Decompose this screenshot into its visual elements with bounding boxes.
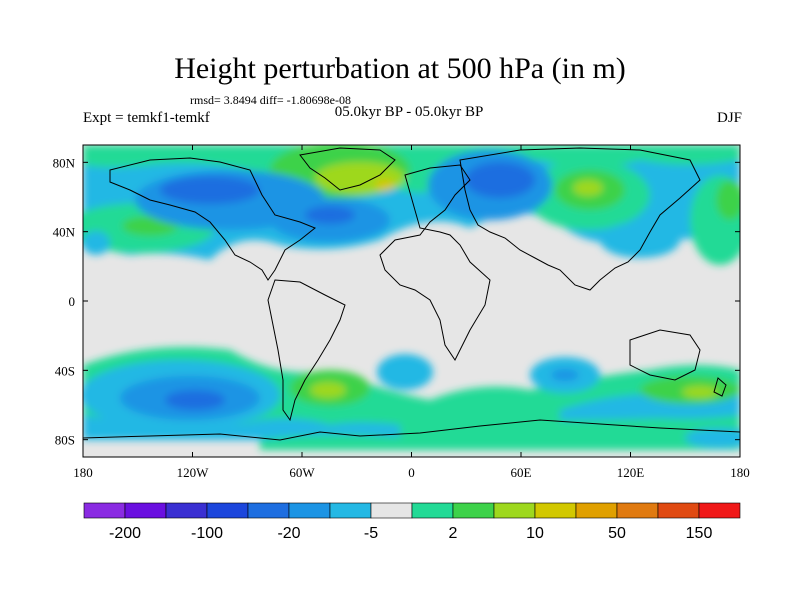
season-label: DJF xyxy=(716,110,742,126)
contour-blob xyxy=(375,179,395,191)
contour-blob xyxy=(165,390,225,410)
map-plot-area: 80N 40N 0 40S 80S 180 120W 60W 0 60E 120E 180 xyxy=(53,144,750,480)
contour-blob xyxy=(573,180,603,196)
colorbar-swatch xyxy=(288,502,331,519)
colorbar-label: 10 xyxy=(526,525,544,542)
contour-blob xyxy=(377,354,433,390)
contour-fill-layer xyxy=(83,145,740,450)
lon-tick-label: 180 xyxy=(73,465,93,480)
colorbar-swatch xyxy=(370,502,413,519)
longitude-axis: 180 120W 60W 0 60E 120E 180 xyxy=(73,145,750,480)
colorbar-swatch xyxy=(247,502,290,519)
contour-blob xyxy=(160,176,260,204)
coastline-south-america xyxy=(267,279,346,422)
lon-tick-label: 60W xyxy=(289,465,315,480)
colorbar-swatch xyxy=(83,502,126,519)
lat-tick-label: 40S xyxy=(55,363,75,378)
colorbar-swatch xyxy=(206,502,249,519)
coastlines xyxy=(83,147,740,441)
coastline-europe-africa xyxy=(379,164,491,361)
period-label: 05.0kyr BP - 05.0kyr BP xyxy=(334,104,484,120)
colorbar-swatch xyxy=(575,502,618,519)
contour-blob xyxy=(685,428,740,448)
lon-tick-label: 60E xyxy=(511,465,532,480)
lon-tick-label: 180 xyxy=(730,465,750,480)
contour-blob xyxy=(305,206,355,224)
contour-blob xyxy=(310,382,346,398)
colorbar-swatch xyxy=(616,502,659,519)
contour-blob xyxy=(682,386,718,398)
colorbar-swatch xyxy=(329,502,372,519)
contour-blob xyxy=(465,162,535,198)
colorbar-swatch xyxy=(493,502,536,519)
colorbar-swatch xyxy=(452,502,495,519)
colorbar-swatch xyxy=(165,502,208,519)
lon-tick-label: 120E xyxy=(617,465,645,480)
colorbar-label: 2 xyxy=(449,525,458,542)
lat-tick-label: 80N xyxy=(53,155,76,170)
stats-text: rmsd= 3.8494 diff= -1.80698e-08 xyxy=(190,93,351,107)
coastline-australia xyxy=(629,329,701,381)
contour-blob xyxy=(260,430,740,450)
colorbar-label: -200 xyxy=(109,525,141,542)
coastline-greenland xyxy=(299,147,396,191)
coastline-asia xyxy=(459,147,701,291)
lat-tick-label: 0 xyxy=(69,294,76,309)
colorbar-swatch xyxy=(124,502,167,519)
contour-blob xyxy=(716,180,740,220)
contour-blob xyxy=(83,231,110,255)
colorbar-label: -100 xyxy=(191,525,223,542)
colorbar-swatch xyxy=(411,502,454,519)
colorbar-swatch xyxy=(657,502,700,519)
colorbar: -200 -100 -20 -5 2 10 50 150 xyxy=(83,502,741,542)
lon-tick-label: 0 xyxy=(408,465,415,480)
colorbar-label: -5 xyxy=(364,525,378,542)
colorbar-label: 50 xyxy=(608,525,626,542)
contour-blob xyxy=(551,369,579,381)
colorbar-swatch xyxy=(534,502,577,519)
contour-blob xyxy=(83,415,400,440)
colorbar-swatch xyxy=(698,502,741,519)
coastline-antarctica xyxy=(83,419,740,441)
coastline-north-america xyxy=(109,157,316,281)
chart-title: Height perturbation at 500 hPa (in m) xyxy=(174,52,626,85)
coastline-new-zealand xyxy=(713,377,727,397)
colorbar-label: 150 xyxy=(686,525,713,542)
lat-tick-label: 40N xyxy=(53,225,76,240)
lon-tick-label: 120W xyxy=(177,465,210,480)
lat-tick-label: 80S xyxy=(55,433,75,448)
experiment-label: Expt = temkf1-temkf xyxy=(83,110,210,126)
contour-blob xyxy=(83,145,740,193)
contour-blob xyxy=(600,222,680,258)
latitude-axis: 80N 40N 0 40S 80S xyxy=(53,155,740,448)
colorbar-label: -20 xyxy=(277,525,300,542)
